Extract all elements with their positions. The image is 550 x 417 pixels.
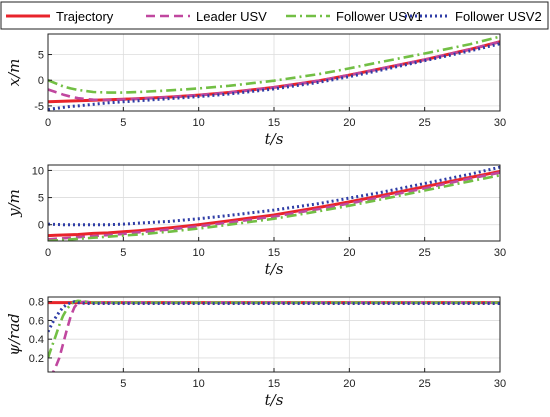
legend-label: Follower USV2 [455, 9, 542, 24]
series-line-follower-usv1 [48, 299, 500, 359]
x-tick-label: 15 [268, 117, 280, 129]
series-group [48, 35, 500, 111]
x-tick-label: 30 [494, 247, 506, 259]
x-axis-label: t/s [265, 260, 284, 278]
legend-label: Leader USV [196, 9, 267, 24]
series-line-follower-usv2 [48, 42, 500, 111]
x-tick-label: 10 [193, 378, 205, 390]
legend-entry: Follower USV2 [405, 9, 542, 24]
x-tick-label: 10 [193, 117, 205, 129]
y-tick-label: -5 [34, 101, 44, 113]
legend-entry: Follower USV1 [286, 9, 423, 24]
y-axis-label: x/m [5, 59, 23, 87]
series-line-follower-usv1 [48, 35, 500, 94]
x-tick-label: 15 [268, 247, 280, 259]
x-tick-label: 10 [193, 247, 205, 259]
chart-panel-3: 5 10 15 20 25 30 0.2 0.4 0.6 0.8 t/s ψ/rad [5, 296, 506, 409]
x-tick-label: 20 [343, 117, 355, 129]
x-tick-label: 30 [494, 117, 506, 129]
y-axis-label: ψ/rad [5, 313, 23, 356]
x-tick-label: 5 [120, 117, 126, 129]
y-tick-label: 0 [38, 220, 44, 232]
x-tick-label: 25 [419, 247, 431, 259]
legend-box [0, 1, 549, 30]
series-line-follower-usv2 [48, 165, 500, 227]
series-group [48, 299, 500, 372]
x-tick-label: 5 [120, 247, 126, 259]
x-axis-label: t/s [265, 130, 284, 148]
y-tick-label: 0.6 [29, 315, 44, 327]
legend-entry: Leader USV [146, 9, 267, 24]
y-tick-label: 0.8 [29, 297, 44, 309]
x-tick-label: 25 [419, 378, 431, 390]
series-line-leader-usv [51, 300, 500, 372]
legend-label: Trajectory [56, 9, 114, 24]
x-axis-label: t/s [265, 391, 284, 409]
series-line-follower-usv1 [48, 174, 500, 241]
x-tick-label: 0 [45, 117, 51, 129]
legend-label: Follower USV1 [336, 9, 423, 24]
y-axis-label: y/m [5, 189, 23, 218]
series-line-leader-usv [48, 171, 500, 241]
chart-panel-2: 0 5 10 15 20 25 30 0 5 10 t/s y/m [5, 164, 506, 278]
x-tick-label: 20 [343, 247, 355, 259]
x-tick-label: 15 [268, 378, 280, 390]
series-line-trajectory [48, 170, 500, 238]
x-tick-label: 30 [494, 378, 506, 390]
x-tick-label: 0 [45, 247, 51, 259]
series-line-trajectory [48, 40, 500, 104]
y-tick-label: 10 [32, 165, 44, 177]
x-tick-label: 5 [120, 378, 126, 390]
legend-entry: Trajectory [6, 9, 114, 24]
y-tick-label: 0.2 [29, 353, 44, 365]
y-tick-label: 0 [38, 75, 44, 87]
y-tick-label: 5 [38, 193, 44, 205]
x-tick-label: 25 [419, 117, 431, 129]
series-group [48, 165, 500, 241]
y-tick-label: 5 [38, 50, 44, 62]
legend: Trajectory Leader USV Follower USV1 Followe… [0, 1, 549, 30]
x-tick-label: 20 [343, 378, 355, 390]
y-tick-label: 0.4 [29, 334, 44, 346]
